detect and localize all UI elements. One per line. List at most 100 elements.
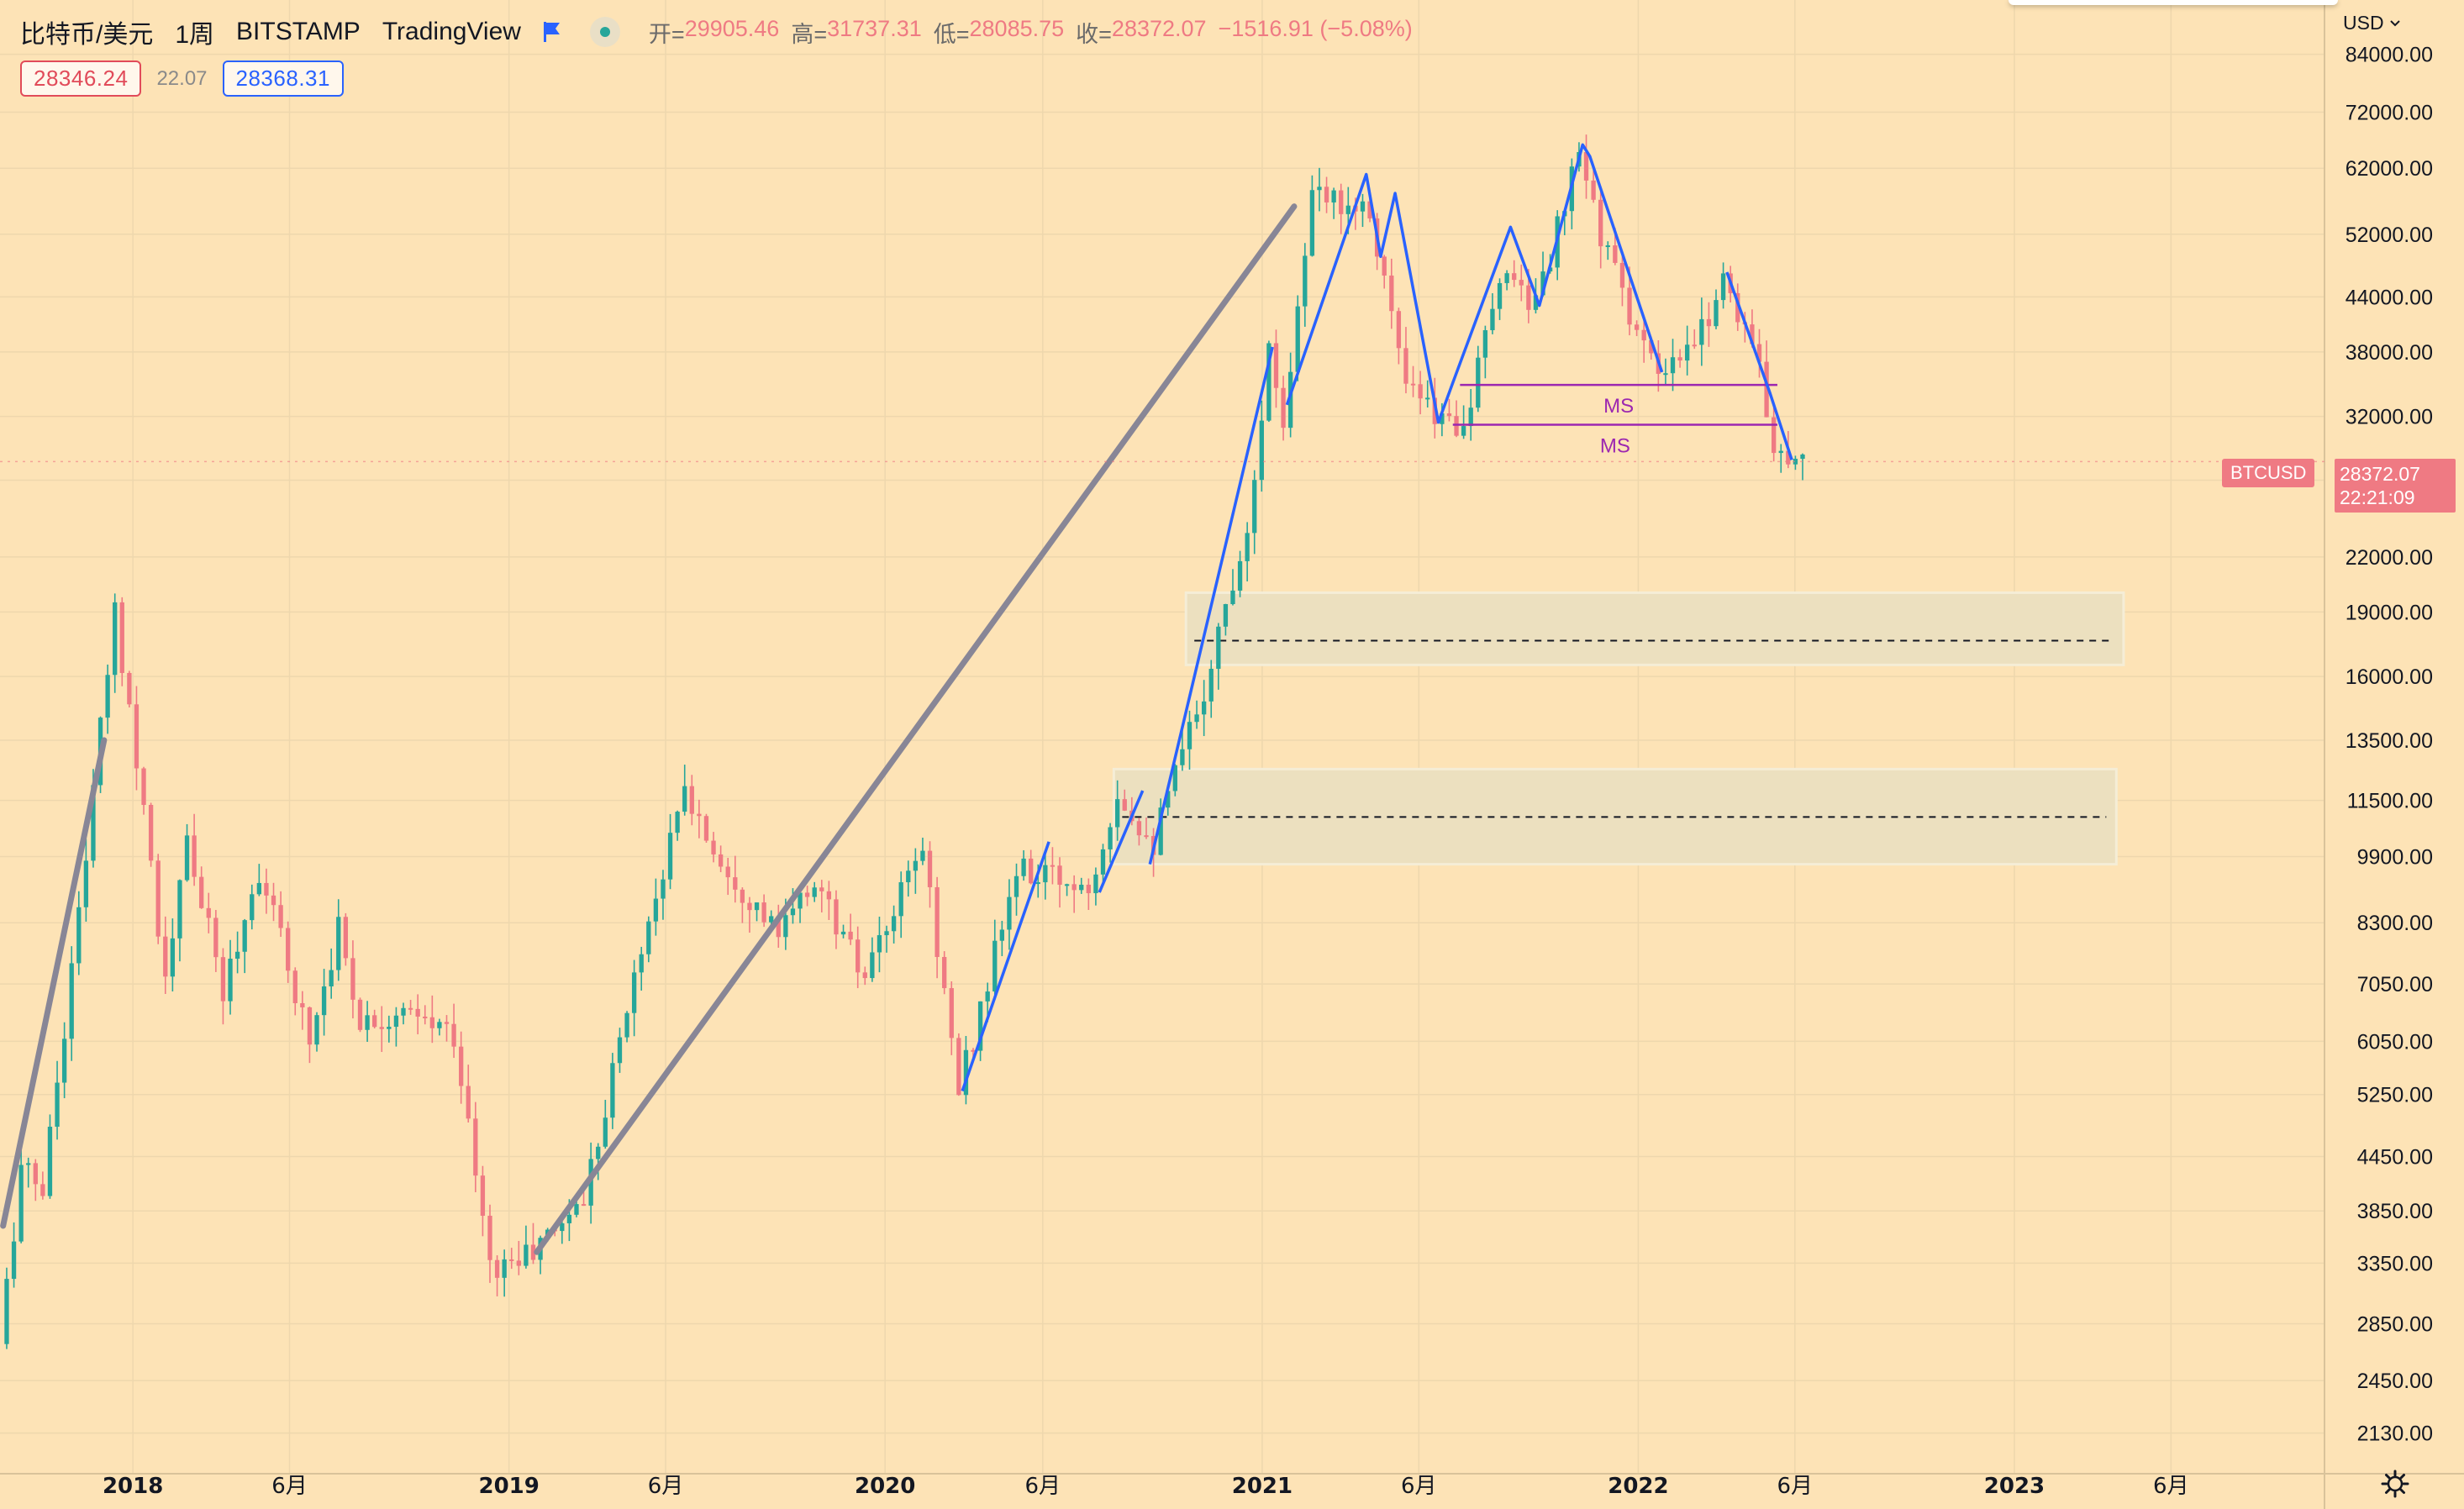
open-label: 开= <box>648 21 685 47</box>
currency-label: USD <box>2343 12 2384 34</box>
candle-up <box>920 850 925 861</box>
candle-up <box>1007 896 1012 930</box>
candle-down <box>1512 273 1517 281</box>
candle-down <box>826 891 832 900</box>
x-tick-label: 2022 <box>1608 1474 1668 1499</box>
candle-down <box>1756 344 1762 362</box>
high-label: 高= <box>791 21 828 47</box>
candle-up <box>1800 454 1805 460</box>
candle-down <box>408 1007 413 1010</box>
candle-down <box>834 899 839 935</box>
candle-down <box>127 672 132 705</box>
candle-down <box>307 1007 313 1045</box>
candle-down <box>747 902 752 911</box>
candle-down <box>819 887 824 891</box>
ask-price[interactable]: 28368.31 <box>222 60 344 97</box>
candle-down <box>1598 199 1603 247</box>
status-dot-icon[interactable] <box>589 17 620 47</box>
candle-up <box>1540 271 1545 296</box>
candle-down <box>1692 344 1697 347</box>
candle-down <box>703 816 709 841</box>
candle-down <box>1519 280 1524 286</box>
candle-up <box>1317 187 1322 191</box>
candle-up <box>1476 357 1481 408</box>
candle-up <box>1079 884 1084 891</box>
support-zone <box>1184 591 2125 666</box>
x-tick-label: 6月 <box>1025 1474 1061 1499</box>
candle-up <box>1100 849 1106 875</box>
trend-line <box>1725 271 1793 460</box>
y-tick-label: 22000.00 <box>2346 546 2433 570</box>
candle-up <box>913 860 919 871</box>
candle-up <box>977 1001 983 1051</box>
candle-down <box>761 902 766 923</box>
candle-up <box>1504 273 1509 283</box>
flag-icon[interactable] <box>543 21 561 43</box>
candle-down <box>33 1163 38 1185</box>
candle-down <box>451 1023 456 1047</box>
candle-down <box>141 768 146 806</box>
currency-button[interactable]: USD <box>2343 12 2401 34</box>
candle-up <box>898 882 903 917</box>
candle-down <box>494 1259 500 1278</box>
candle-down <box>466 1086 471 1119</box>
symbol-name[interactable]: 比特币/美元 <box>20 21 154 49</box>
candle-up <box>574 1204 579 1215</box>
candle-down <box>856 939 861 973</box>
settings-gear-icon[interactable] <box>2380 1469 2410 1499</box>
candle-up <box>646 921 651 954</box>
candle-down <box>725 866 730 878</box>
candle-down <box>1410 383 1416 386</box>
toolbar-panel-edge <box>2009 0 2338 5</box>
candle-down <box>459 1046 464 1086</box>
candle-up <box>790 908 796 916</box>
candle-down <box>1627 287 1632 325</box>
candle-down <box>134 704 140 769</box>
y-tick-label: 13500.00 <box>2346 729 2433 753</box>
candle-down <box>1750 324 1755 344</box>
chevron-down-icon <box>2389 19 2400 26</box>
candle-up <box>985 991 990 1002</box>
candle-up <box>1245 533 1250 561</box>
candle-up <box>661 879 666 899</box>
candle-up <box>55 1082 60 1128</box>
ms-label: MS <box>1600 434 1630 457</box>
candle-up <box>840 931 846 935</box>
candle-down <box>343 917 349 959</box>
y-tick-label: 3850.00 <box>2357 1200 2433 1223</box>
candle-up <box>1216 626 1221 669</box>
y-tick-label: 16000.00 <box>2346 665 2433 689</box>
y-tick-label: 3350.00 <box>2357 1252 2433 1275</box>
candle-up <box>365 1015 370 1030</box>
candle-up <box>1223 604 1229 627</box>
interval-label[interactable]: 1周 <box>175 21 215 49</box>
candle-up <box>870 952 875 979</box>
candle-down <box>429 1017 434 1028</box>
candle-down <box>689 786 694 814</box>
candle-up <box>184 835 190 881</box>
candle-down <box>271 895 276 906</box>
candle-down <box>213 917 218 958</box>
candle-up <box>1663 373 1668 376</box>
candle-down <box>206 907 211 918</box>
exchange-label: BITSTAMP <box>236 18 361 45</box>
candle-up <box>1237 560 1243 591</box>
candle-down <box>1786 450 1791 465</box>
last-price-badge: 28372.07 22:21:09 <box>2335 459 2456 513</box>
candle-up <box>1425 397 1430 400</box>
candle-down <box>935 886 940 957</box>
candle-up <box>1482 330 1488 358</box>
candle-up <box>314 1015 319 1045</box>
candle-down <box>1367 201 1372 218</box>
bid-price[interactable]: 28346.24 <box>20 60 142 97</box>
y-tick-label: 8300.00 <box>2357 912 2433 935</box>
candle-up <box>18 1165 24 1242</box>
candle-up <box>992 940 998 992</box>
candle-down <box>1772 417 1777 454</box>
candle-up <box>47 1127 53 1196</box>
candle-up <box>1187 722 1193 749</box>
candle-down <box>372 1015 377 1028</box>
candle-down <box>192 835 197 877</box>
candle-down <box>1136 821 1142 836</box>
